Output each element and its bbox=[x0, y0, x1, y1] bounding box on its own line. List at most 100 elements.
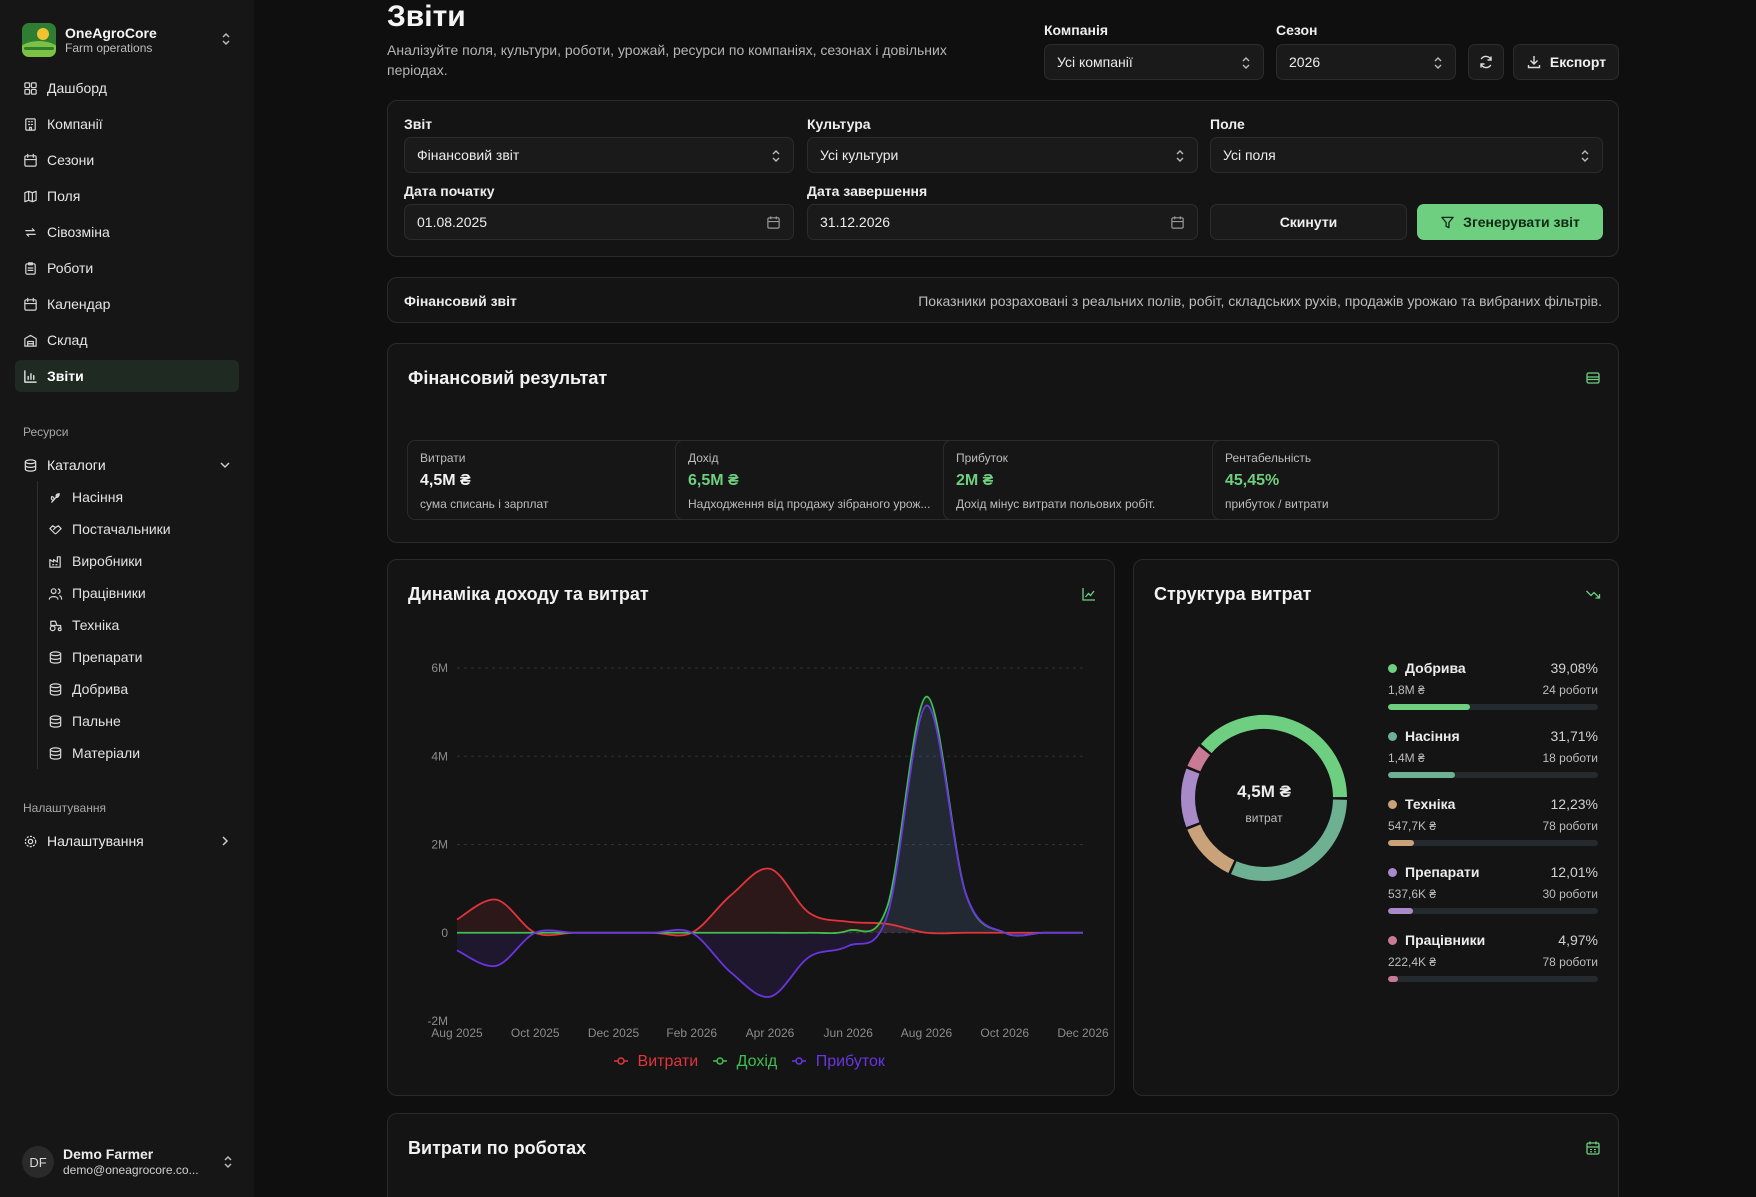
catalog-item-8[interactable]: Матеріали bbox=[48, 737, 239, 769]
kpi-value: 4,5M ₴ bbox=[420, 472, 471, 489]
catalog-item-label: Техніка bbox=[72, 617, 120, 633]
start-date-input[interactable]: 01.08.2025 bbox=[404, 204, 794, 240]
sidebar-item-7[interactable]: Склад bbox=[15, 324, 239, 356]
catalog-item-0[interactable]: Насіння bbox=[48, 481, 239, 513]
cost-structure-item: Насіння 31,71% 1,4M ₴ 18 роботи bbox=[1388, 726, 1598, 778]
calendar-icon bbox=[24, 153, 37, 167]
catalog-item-label: Матеріали bbox=[72, 745, 141, 761]
chevron-updown-icon bbox=[222, 32, 230, 46]
x-tick-label: Dec 2025 bbox=[588, 1026, 640, 1040]
series-area bbox=[457, 696, 1083, 936]
company-select-value: Усі компанії bbox=[1057, 54, 1133, 70]
cost-category-percent: 31,71% bbox=[1550, 728, 1598, 744]
catalogs-subnav: Насіння Постачальники Виробники Працівники Т… bbox=[37, 481, 239, 769]
chevron-updown-icon bbox=[1176, 150, 1184, 162]
catalog-item-2[interactable]: Виробники bbox=[48, 545, 239, 577]
report-select[interactable]: Фінансовий звіт bbox=[404, 137, 794, 173]
cost-structure-item: Добрива 39,08% 1,8M ₴ 24 роботи bbox=[1388, 658, 1598, 710]
kpi-label: Рентабельність bbox=[1225, 451, 1312, 465]
x-tick-label: Jun 2026 bbox=[824, 1026, 874, 1040]
report-select-value: Фінансовий звіт bbox=[417, 147, 520, 163]
brand-name: OneAgroCore bbox=[65, 24, 157, 41]
kpi-note: Дохід мінус витрати польових робіт. bbox=[956, 497, 1156, 511]
kpi-value: 2M ₴ bbox=[956, 472, 994, 489]
legend-item[interactable]: Прибуток bbox=[792, 1053, 890, 1071]
field-label: Поле bbox=[1210, 116, 1245, 132]
series-area bbox=[457, 868, 1083, 936]
cost-category-amount: 222,4K ₴ bbox=[1388, 955, 1437, 969]
progress-bar bbox=[1388, 976, 1598, 982]
cost-category-amount: 537,6K ₴ bbox=[1388, 887, 1437, 901]
culture-label: Культура bbox=[807, 116, 871, 132]
factory-icon bbox=[49, 555, 61, 568]
catalog-item-1[interactable]: Постачальники bbox=[48, 513, 239, 545]
x-tick-label: Dec 2026 bbox=[1057, 1026, 1109, 1040]
y-tick-label: 0 bbox=[441, 926, 448, 940]
brand-switcher[interactable]: OneAgroCore Farm operations bbox=[22, 20, 242, 60]
cost-category-count: 24 роботи bbox=[1542, 683, 1598, 697]
legend-label: Прибуток bbox=[815, 1053, 885, 1070]
refresh-button[interactable] bbox=[1468, 44, 1504, 80]
bar-chart-icon bbox=[24, 369, 37, 383]
catalogs-toggle[interactable]: Каталоги bbox=[15, 450, 239, 480]
company-label: Компанія bbox=[1044, 22, 1109, 38]
legend-marker-icon bbox=[713, 1057, 728, 1065]
cost-structure-donut bbox=[1181, 715, 1347, 881]
donut-segment bbox=[1187, 824, 1235, 873]
sidebar-item-4[interactable]: Сівозміна bbox=[15, 216, 239, 248]
chevron-updown-icon bbox=[1581, 150, 1589, 162]
sidebar-item-6[interactable]: Календар bbox=[15, 288, 239, 320]
sidebar-item-2[interactable]: Сезони bbox=[15, 144, 239, 176]
section-label-resources: Ресурси bbox=[23, 425, 69, 439]
warehouse-icon bbox=[24, 334, 37, 347]
cost-category-name: Працівники bbox=[1405, 932, 1486, 948]
kpi-card: Дохід 6,5M ₴ Надходження від продажу зібра… bbox=[675, 440, 962, 520]
catalog-item-6[interactable]: Добрива bbox=[48, 673, 239, 705]
sidebar-item-label: Склад bbox=[47, 332, 88, 348]
legend-item[interactable]: Дохід bbox=[713, 1053, 782, 1071]
chevron-down-icon bbox=[220, 462, 230, 469]
catalog-item-7[interactable]: Пальне bbox=[48, 705, 239, 737]
catalog-item-3[interactable]: Працівники bbox=[48, 577, 239, 609]
sidebar-item-5[interactable]: Роботи bbox=[15, 252, 239, 284]
legend-marker-icon bbox=[614, 1057, 629, 1065]
catalog-item-5[interactable]: Препарати bbox=[48, 641, 239, 673]
report-info-bar: Фінансовий звіт Показники розраховані з … bbox=[387, 277, 1619, 323]
donut-segment bbox=[1181, 768, 1200, 828]
catalog-item-label: Постачальники bbox=[72, 521, 171, 537]
legend-dot bbox=[1388, 731, 1397, 741]
section-label-settings: Налаштування bbox=[23, 801, 106, 815]
export-button[interactable]: Експорт bbox=[1513, 44, 1619, 80]
legend-label: Дохід bbox=[736, 1053, 778, 1070]
sidebar-item-3[interactable]: Поля bbox=[15, 180, 239, 212]
x-tick-label: Feb 2026 bbox=[666, 1026, 717, 1040]
sidebar-item-1[interactable]: Компанії bbox=[15, 108, 239, 140]
reset-button[interactable]: Скинути bbox=[1210, 204, 1407, 240]
sidebar-item-8[interactable]: Звіти bbox=[15, 360, 239, 392]
culture-select[interactable]: Усі культури bbox=[807, 137, 1198, 173]
cost-category-percent: 12,01% bbox=[1550, 864, 1598, 880]
season-select[interactable]: 2026 bbox=[1276, 44, 1456, 80]
company-select[interactable]: Усі компанії bbox=[1044, 44, 1264, 80]
generate-report-button[interactable]: Згенерувати звіт bbox=[1417, 204, 1603, 240]
legend-marker-icon bbox=[792, 1057, 807, 1065]
user-menu[interactable]: DF Demo Farmer demo@oneagrocore.co... bbox=[22, 1145, 238, 1179]
sidebar-item-0[interactable]: Дашборд bbox=[15, 72, 239, 104]
kpi-note: сума списань і зарплат bbox=[420, 497, 549, 511]
sidebar-item-settings[interactable]: Налаштування bbox=[15, 825, 239, 857]
database-icon bbox=[49, 714, 62, 728]
legend-dot bbox=[1388, 867, 1397, 877]
catalog-item-label: Добрива bbox=[72, 681, 129, 697]
reset-label: Скинути bbox=[1279, 214, 1338, 230]
catalog-item-4[interactable]: Техніка bbox=[48, 609, 239, 641]
y-tick-label: 6M bbox=[431, 661, 448, 675]
legend-item[interactable]: Витрати bbox=[614, 1053, 703, 1071]
field-select[interactable]: Усі поля bbox=[1210, 137, 1603, 173]
legend-dot bbox=[1388, 935, 1397, 945]
series-area bbox=[457, 705, 1083, 998]
end-date-input[interactable]: 31.12.2026 bbox=[807, 204, 1198, 240]
donut-segment bbox=[1230, 799, 1347, 881]
cost-structure-item: Працівники 4,97% 222,4K ₴ 78 роботи bbox=[1388, 930, 1598, 982]
database-icon bbox=[49, 650, 62, 664]
kpi-value: 45,45% bbox=[1225, 472, 1280, 489]
